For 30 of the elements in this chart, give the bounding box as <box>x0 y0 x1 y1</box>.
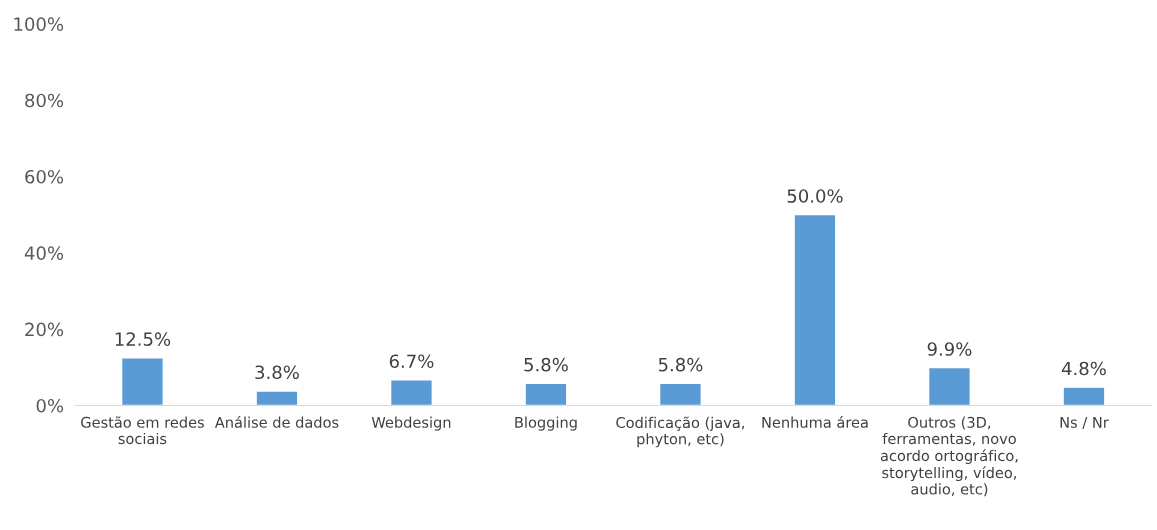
bar <box>1062 386 1106 406</box>
x-tick-label: Análise de dados <box>214 415 339 428</box>
data-label: 3.8% <box>255 365 299 380</box>
data-label: 9.9% <box>927 342 972 356</box>
x-tick-label: Nenhuma área <box>762 415 868 428</box>
bar <box>927 366 972 406</box>
data-label: 6.7% <box>389 354 434 369</box>
bar <box>658 382 703 406</box>
y-tick-label: 80% <box>25 93 64 108</box>
x-tick-label: Gestão em redes sociais <box>81 416 204 445</box>
x-tick-label: Webdesign <box>371 416 451 431</box>
y-tick-label: 40% <box>24 246 64 260</box>
y-tick-label: 100% <box>14 17 64 31</box>
bar <box>120 357 164 406</box>
x-tick-label: Outros (3D, ferramentas, novo acordo ortográfico, storytelling, vídeo, audio, etc) <box>880 416 1018 497</box>
data-label: 5.8% <box>524 357 568 372</box>
x-tick-label: Ns / Nr <box>1060 417 1109 429</box>
data-label: 50.0% <box>787 189 843 203</box>
y-tick-label: 0% <box>36 398 64 413</box>
data-label: 5.8% <box>658 357 703 372</box>
data-label: 4.8% <box>1061 361 1106 376</box>
bar <box>389 379 434 406</box>
x-tick-label: Codificação (java, phyton, etc) <box>616 416 745 448</box>
y-tick-label: 60% <box>25 169 64 184</box>
bar <box>255 390 299 406</box>
data-label: 12.5% <box>115 332 171 346</box>
bar <box>793 213 837 406</box>
y-tick-label: 20% <box>25 322 64 337</box>
bar <box>524 382 568 406</box>
x-tick-label: Blogging <box>515 416 577 431</box>
